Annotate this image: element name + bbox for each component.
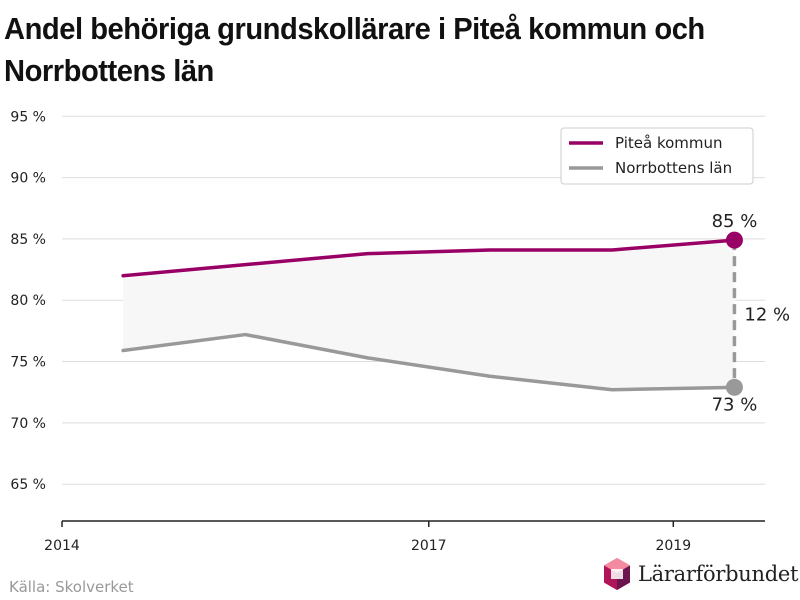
legend-label-pite-kommun: Piteå kommun (615, 134, 723, 152)
brand-name: Lärarförbundet (638, 562, 799, 586)
source-note: Källa: Skolverket (9, 578, 134, 596)
legend-box (560, 127, 754, 185)
value-label-pitea: 85 % (712, 211, 758, 232)
y-axis-ticks: 65 % 70 % 75 % 80 % 85 % 90 % 95 % (10, 109, 46, 493)
brand-logo: Lärarförbundet (602, 557, 798, 591)
y-tick-label-85: 85 % (10, 232, 46, 248)
x-tick-label-2017: 2017 (411, 538, 447, 554)
y-tick-label-80: 80 % (10, 293, 46, 309)
y-tick-label-65: 65 % (10, 477, 46, 493)
chart-title: Andel behöriga grundskollärare i Piteå k… (4, 11, 705, 88)
x-axis-ticks: 2014 2017 2019 (44, 521, 691, 554)
marker-norrbotten-last (725, 378, 743, 396)
difference-band (123, 240, 735, 390)
y-tick-label-95: 95 % (10, 109, 46, 125)
legend: Piteå kommun Norrbottens län (560, 127, 754, 185)
difference-label: 12 % (744, 305, 790, 326)
y-tick-label-70: 70 % (10, 416, 46, 432)
series-line-norrbottens-l-n (121, 332, 737, 392)
end-markers (725, 231, 743, 396)
x-tick-label-2014: 2014 (44, 538, 80, 554)
y-tick-label-75: 75 % (10, 355, 46, 371)
value-label-norrbotten: 73 % (712, 394, 758, 415)
marker-pitea-last (725, 231, 743, 249)
lararforbundet-logo-icon (604, 558, 630, 590)
legend-label-norrbottens-l-n: Norrbottens län (615, 159, 732, 177)
value-labels: 85 % 73 % 12 % (712, 211, 791, 415)
series-line-pite-kommun (121, 238, 737, 278)
x-tick-label-2019: 2019 (655, 538, 691, 554)
series-lines (121, 238, 737, 392)
y-tick-label-90: 90 % (10, 171, 46, 187)
